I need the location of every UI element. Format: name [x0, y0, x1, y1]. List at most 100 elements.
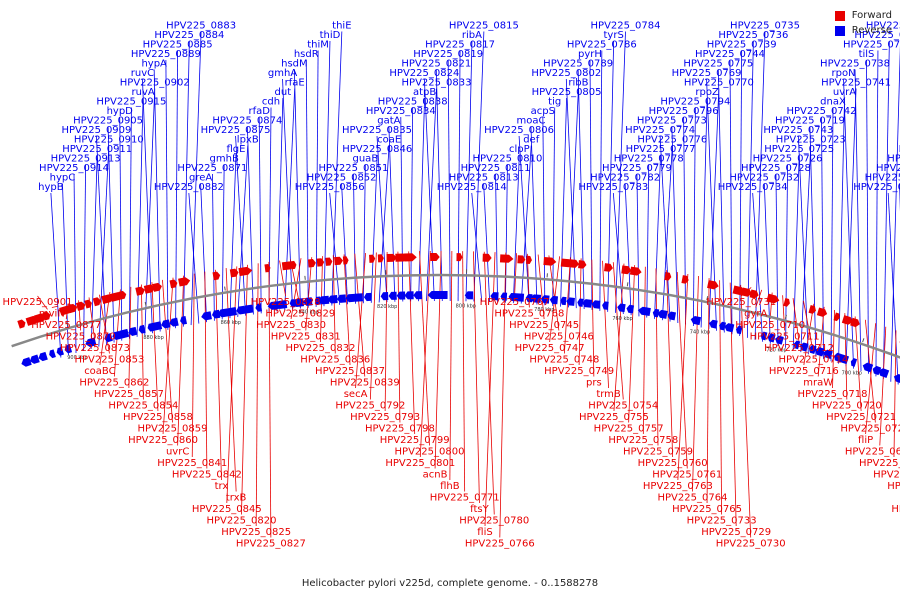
forward-connector: [343, 254, 351, 366]
reverse-connector: [683, 116, 687, 325]
reverse-gene-label: HPV225_0910: [74, 135, 144, 146]
scale-label: 700 kbp: [842, 370, 862, 376]
forward-gene-arrow: [75, 301, 86, 311]
reverse-gene-label: HPV225_0835: [342, 125, 412, 136]
scale-label: 800 kbp: [456, 303, 476, 309]
forward-connector: [177, 275, 185, 446]
forward-gene-label: HPV225_0763: [643, 481, 713, 492]
forward-gene-label: HPV225_0755: [579, 412, 649, 423]
forward-connector: [408, 251, 416, 435]
forward-connector: [419, 251, 431, 458]
forward-gene-label: fliP: [858, 435, 873, 446]
reverse-gene-arrow: [380, 292, 389, 301]
forward-gene-label: HPV225_0870: [46, 332, 116, 343]
forward-gene-label: HPV225_0722: [840, 424, 900, 435]
reverse-gene-label: HPV225_0685: [876, 163, 900, 174]
reverse-swatch: [834, 25, 845, 36]
forward-gene-label: HPV225_0858: [123, 412, 193, 423]
forward-connector: [578, 258, 582, 366]
reverse-gene-label: dut: [275, 87, 292, 98]
reverse-gene-label: ruvA: [131, 87, 154, 98]
scale-tick: [706, 296, 709, 301]
reverse-connector: [418, 97, 425, 302]
reverse-gene-label: HPV225_0684: [887, 154, 900, 165]
reverse-gene-label: HPV225_0734: [718, 182, 788, 193]
forward-connector: [204, 271, 208, 469]
forward-gene-arrow: [67, 303, 78, 314]
forward-gene-arrow: [621, 265, 632, 275]
forward-connector: [226, 266, 238, 504]
forward-connector: [397, 251, 401, 423]
reverse-gene-arrow: [667, 311, 677, 321]
forward-connector: [602, 260, 609, 389]
forward-gene-arrow: [499, 254, 514, 263]
reverse-gene-arrow: [404, 291, 414, 300]
forward-gene-label: HPV225_0837: [315, 366, 385, 377]
reverse-gene-label: rfaE: [285, 78, 305, 89]
forward-gene-arrow: [316, 258, 325, 267]
forward-connector: [832, 309, 835, 389]
reverse-gene-label: moaC: [516, 116, 545, 127]
reverse-connector: [875, 50, 879, 377]
reverse-connector: [882, 40, 890, 380]
forward-gene-label: HPV225_0798: [365, 424, 435, 435]
gene-labels: hypBhypCHPV225_0914HPV225_0913HPV225_091…: [3, 21, 900, 550]
forward-gene-label: HPV225_0771: [430, 493, 500, 504]
reverse-gene-label: thiE: [332, 21, 351, 32]
reverse-gene-label: guaB: [353, 154, 379, 165]
forward-gene-label: HPV225_0860: [128, 435, 198, 446]
reverse-gene-label: HPV225_0744: [695, 49, 765, 60]
reverse-gene-arrow: [241, 304, 254, 314]
forward-gene-arrow: [707, 280, 719, 290]
forward-connector: [99, 294, 110, 354]
forward-connector: [140, 284, 144, 400]
reverse-connector: [282, 78, 293, 310]
forward-connector: [854, 316, 862, 412]
reverse-gene-label: coaE: [377, 135, 401, 146]
reverse-gene-arrow: [38, 351, 48, 362]
forward-gene-label: HPV225_0716: [769, 366, 839, 377]
reverse-gene-label: HPV225_0743: [763, 125, 833, 136]
reverse-connector: [73, 173, 77, 354]
reverse-gene-label: HPV225_0811: [461, 163, 531, 174]
forward-gene-label: HPV225_0853: [74, 355, 144, 366]
scale-label: 880 kbp: [143, 335, 163, 341]
reverse-connector: [495, 173, 498, 303]
reverse-gene-arrow: [735, 325, 743, 335]
reverse-gene-arrow: [116, 328, 130, 339]
reverse-connector: [854, 69, 862, 372]
reverse-connector: [706, 78, 717, 331]
forward-gene-label: HPV225_0841: [157, 458, 227, 469]
reverse-connector: [190, 31, 202, 326]
reverse-gene-arrow: [255, 303, 263, 312]
reverse-gene-arrow: [85, 337, 97, 347]
reverse-gene-arrow: [490, 292, 499, 301]
reverse-gene-arrow: [525, 293, 533, 303]
forward-gene-label: HPV225_0764: [658, 493, 728, 504]
reverse-connector: [565, 78, 577, 309]
reverse-gene-arrow: [709, 319, 718, 329]
reverse-gene-arrow: [724, 323, 735, 333]
reverse-gene-label: atpB: [413, 87, 436, 98]
reverse-gene-label: HPV225_0885: [143, 40, 213, 51]
reverse-connector: [119, 116, 123, 341]
scale-tick: [862, 338, 865, 343]
forward-gene-label: trxB: [226, 493, 247, 504]
reverse-connector: [717, 69, 725, 333]
reverse-connector: [729, 59, 733, 335]
forward-connector: [514, 253, 517, 297]
forward-gene-label: HPV225_0729: [701, 527, 771, 538]
reverse-gene-arrow: [291, 298, 305, 307]
forward-gene-arrow: [212, 271, 221, 281]
reverse-connector: [775, 173, 779, 346]
reverse-connector: [473, 31, 485, 302]
reverse-gene-arrow: [363, 292, 372, 302]
reverse-gene-arrow: [464, 291, 474, 300]
reverse-gene-arrow: [104, 333, 113, 343]
legend-label-reverse: Reverse: [851, 25, 892, 36]
forward-connector: [473, 251, 480, 504]
reverse-connector: [505, 164, 508, 303]
reverse-gene-label: tilS: [859, 49, 875, 60]
forward-gene-label: HPV225_0767: [480, 297, 550, 308]
forward-gene-label: HPV225_0694: [859, 458, 900, 469]
